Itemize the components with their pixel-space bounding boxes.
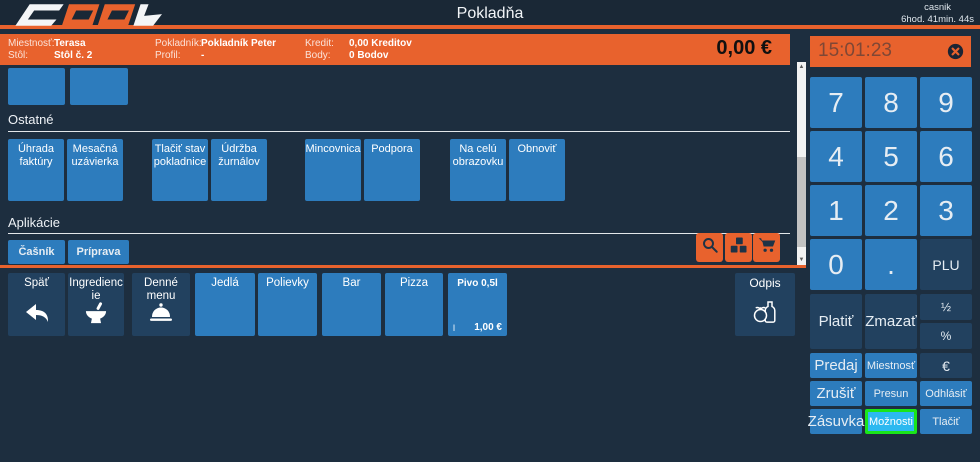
cool-logo-icon [10, 2, 162, 28]
move-button[interactable]: Presun [865, 381, 917, 406]
category-polievky[interactable]: Polievky [258, 273, 317, 336]
button-uhrada-faktury[interactable]: Úhrada faktúry [8, 139, 64, 201]
numpad-key-8[interactable]: 8 [865, 77, 917, 128]
info-col-credit: Kredit: 0,00 Kreditov Body: 0 Bodov [305, 38, 412, 62]
field-label: Pokladník: [155, 38, 202, 49]
drawer-button[interactable]: Zásuvka [808, 409, 864, 434]
cancel-button[interactable]: Zrušiť [810, 381, 862, 406]
info-col-cashier: Pokladník: Pokladník Peter Profil: - [155, 38, 276, 62]
print-button[interactable]: Tlačiť [920, 409, 972, 434]
blank-button-1[interactable] [8, 68, 65, 105]
button-mesacna-uzavierka[interactable]: Mesačná uzávierka [67, 139, 123, 201]
button-na-celu-obrazovku[interactable]: Na celú obrazovku [450, 139, 506, 201]
field-value: 0 Bodov [349, 50, 389, 61]
numpad-key-6[interactable]: 6 [920, 131, 972, 182]
scrollbar-down-icon[interactable]: ▼ [798, 257, 805, 263]
back-label: Späť [24, 277, 49, 289]
numpad-key-4[interactable]: 4 [810, 131, 862, 182]
section-title-aplikacie: Aplikácie [8, 215, 61, 230]
numpad-key-0[interactable]: 0 [810, 239, 862, 290]
odpis-button[interactable]: Odpis [735, 273, 795, 336]
button-priprava[interactable]: Príprava [68, 240, 129, 264]
session-duration: 6hod. 41min. 44s [901, 14, 974, 25]
button-obnovit[interactable]: Obnoviť [509, 139, 565, 201]
field-label: Miestnosť: [8, 38, 55, 49]
numpad-key-dot[interactable]: . [865, 239, 917, 290]
field-value: 0,00 Kreditov [349, 38, 412, 49]
product-unit: l [453, 323, 455, 333]
field-value: Stôl č. 2 [54, 50, 93, 61]
button-mincovnica[interactable]: Mincovnica [305, 139, 361, 201]
percent-button[interactable]: % [920, 323, 972, 349]
page-title: Pokladňa [456, 5, 524, 22]
mortar-pestle-icon [68, 302, 124, 329]
sale-button[interactable]: Predaj [810, 353, 862, 378]
close-icon[interactable] [947, 43, 964, 60]
numpad-key-7[interactable]: 7 [810, 77, 862, 128]
blank-button-2[interactable] [70, 68, 128, 105]
categories-button[interactable] [725, 233, 752, 262]
options-button[interactable]: Možnosti [865, 409, 917, 434]
field-label: Body: [305, 50, 331, 61]
search-icon [701, 236, 719, 259]
scrollbar-thumb[interactable] [797, 157, 806, 247]
order-total: 0,00 € [716, 37, 772, 59]
ingredients-label: Ingrediencie [69, 277, 123, 302]
ingredients-button[interactable]: Ingrediencie [68, 273, 124, 336]
user-session-info: casnik 6hod. 41min. 44s [901, 2, 974, 26]
numpad-key-3[interactable]: 3 [920, 185, 972, 236]
write-off-icon [735, 300, 795, 329]
app-header: Pokladňa casnik 6hod. 41min. 44s [0, 0, 980, 29]
search-button[interactable] [696, 233, 723, 262]
half-button[interactable]: ½ [920, 294, 972, 320]
cloche-icon [132, 302, 190, 329]
room-button[interactable]: Miestnosť [865, 353, 917, 378]
numpad-key-9[interactable]: 9 [920, 77, 972, 128]
category-pizza[interactable]: Pizza [385, 273, 443, 336]
product-name: Pivo 0,5l [457, 278, 498, 289]
button-podpora[interactable]: Podpora [364, 139, 420, 201]
cart-button[interactable] [753, 233, 780, 262]
scrollbar-up-icon[interactable]: ▲ [798, 64, 805, 70]
button-tlacit-stav-pokladnice[interactable]: Tlačiť stav pokladnice [152, 139, 208, 201]
category-bar[interactable]: Bar [322, 273, 381, 336]
field-value: Terasa [54, 38, 86, 49]
orange-divider [0, 265, 806, 268]
button-casnik[interactable]: Čašník [8, 240, 65, 264]
user-name: casnik [924, 2, 952, 13]
numpad-key-5[interactable]: 5 [865, 131, 917, 182]
plu-button[interactable]: PLU [920, 239, 972, 290]
product-pivo-button[interactable]: Pivo 0,5l l 1,00 € [448, 273, 507, 336]
daily-menu-button[interactable]: Denné menu [132, 273, 190, 336]
daily-menu-label: Denné menu [144, 277, 178, 302]
field-value: Pokladník Peter [201, 38, 277, 49]
numpad-key-1[interactable]: 1 [810, 185, 862, 236]
categories-icon [730, 236, 748, 259]
category-jedla[interactable]: Jedlá [195, 273, 255, 336]
numpad-key-2[interactable]: 2 [865, 185, 917, 236]
pay-button[interactable]: Platiť [810, 294, 862, 349]
info-col-table: Miestnosť: Terasa Stôl: Stôl č. 2 [8, 38, 92, 62]
logout-button[interactable]: Odhlásiť [920, 381, 972, 406]
product-price: 1,00 € [474, 322, 502, 333]
field-label: Kredit: [305, 38, 334, 49]
order-info-bar: Miestnosť: Terasa Stôl: Stôl č. 2 Pokladní… [0, 34, 790, 65]
button-udrzba-zurnalov[interactable]: Údržba žurnálov [211, 139, 267, 201]
euro-button[interactable]: € [920, 353, 972, 378]
numpad-display: 15:01:23 [810, 36, 971, 67]
cart-icon [758, 236, 776, 259]
back-arrow-icon [8, 300, 65, 329]
back-button[interactable]: Späť [8, 273, 65, 336]
odpis-label: Odpis [749, 276, 781, 290]
field-value: - [201, 50, 205, 61]
field-label: Stôl: [8, 50, 29, 61]
section-title-ostatne: Ostatné [8, 112, 54, 127]
section-divider [8, 233, 790, 234]
section-divider [8, 131, 790, 132]
field-label: Profil: [155, 50, 181, 61]
delete-button[interactable]: Zmazať [865, 294, 917, 349]
scrollbar[interactable]: ▲ ▼ [797, 62, 806, 265]
clock-display: 15:01:23 [818, 40, 892, 61]
